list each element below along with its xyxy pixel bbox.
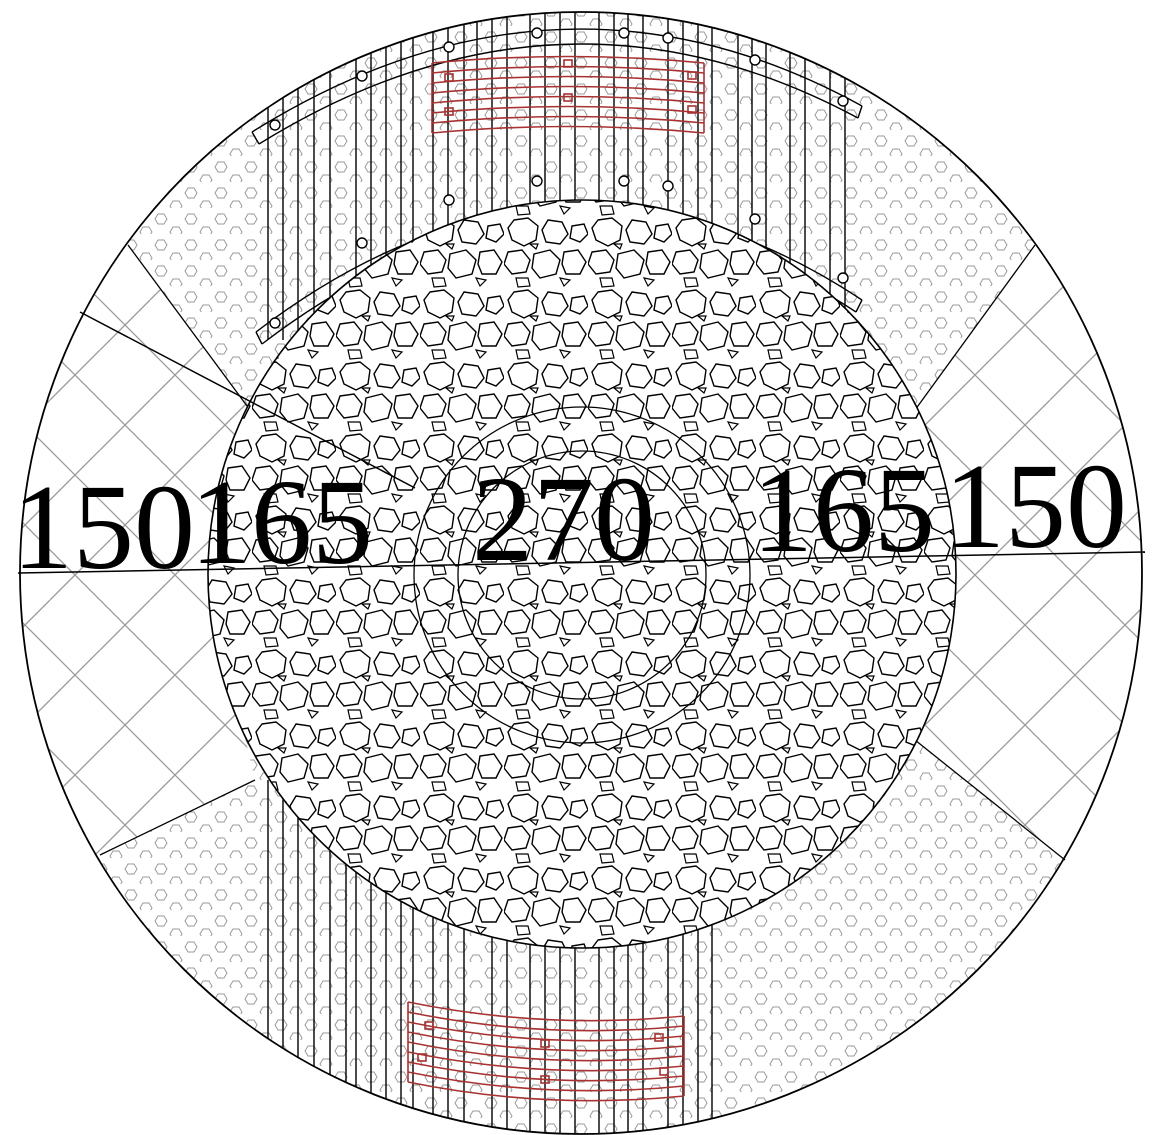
sector-divider-lines <box>99 244 1066 861</box>
dimension-label-center: 270 <box>472 452 655 587</box>
dimension-label-right-outer: 150 <box>944 439 1127 574</box>
arc-anchor-bolts <box>269 27 849 329</box>
dimension-labels: 150 165 270 165 150 <box>12 439 1127 595</box>
dimension-label-left-inner: 165 <box>190 455 373 590</box>
brick-sector-left <box>20 210 255 875</box>
dimension-label-right-inner: 165 <box>752 443 935 578</box>
rebar-cage-top <box>431 55 705 134</box>
rebar-cage-bottom <box>407 1001 685 1102</box>
brick-sector-right <box>915 210 1142 875</box>
stone-core <box>207 199 957 949</box>
dimension-label-left-outer: 150 <box>12 460 195 595</box>
dimension-line <box>17 311 1146 574</box>
inner-shaft-circles <box>413 406 751 744</box>
